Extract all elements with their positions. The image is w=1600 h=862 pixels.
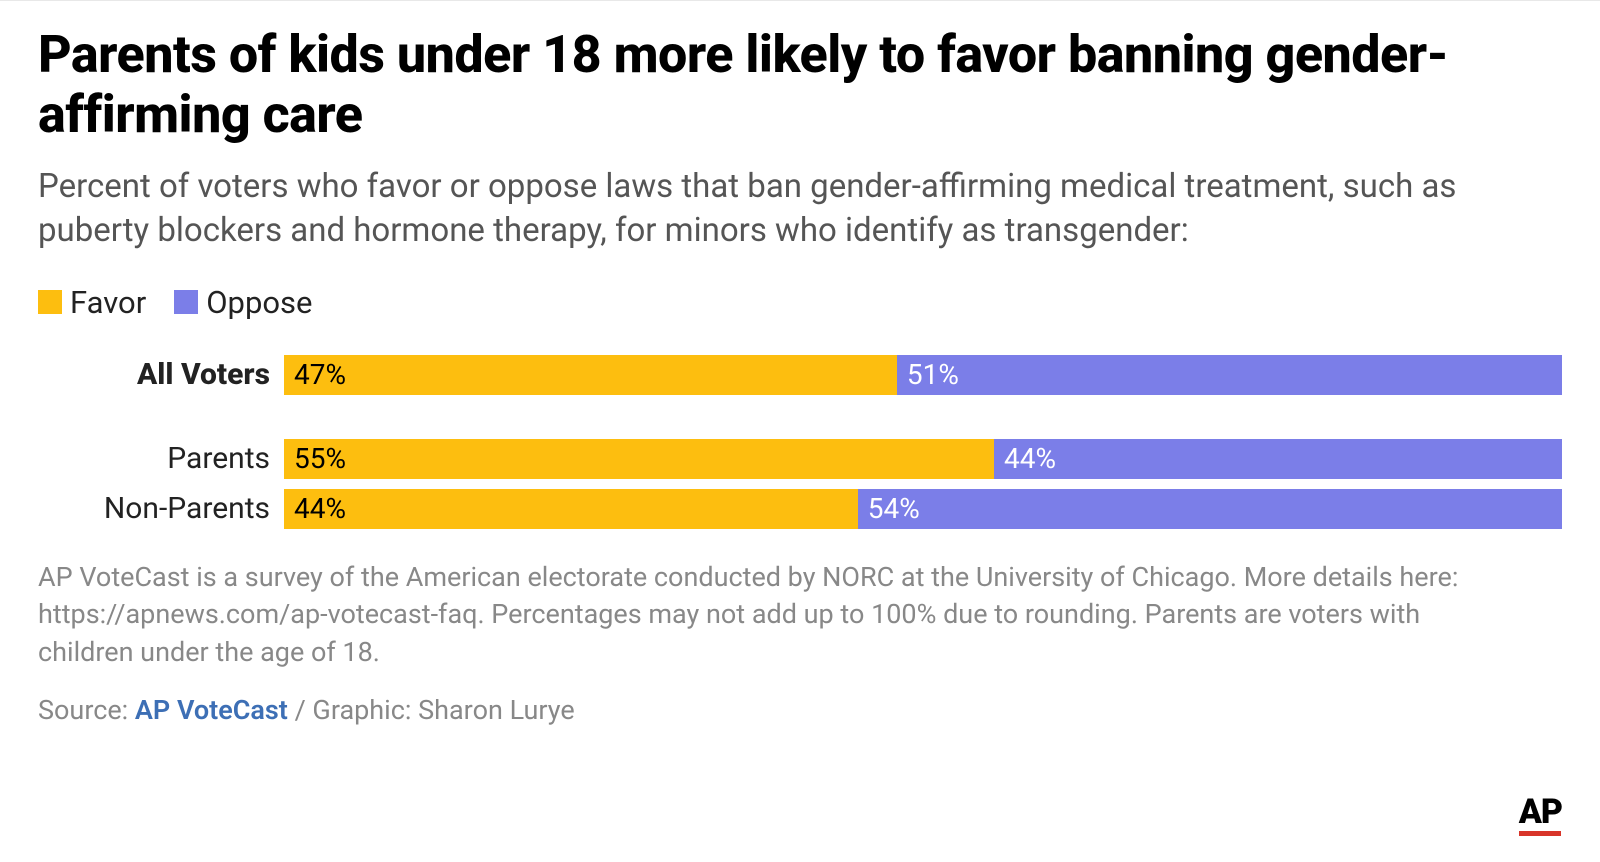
bar-wrap: 47%51% <box>284 355 1562 395</box>
source-link[interactable]: AP VoteCast <box>135 694 288 726</box>
bar-row: All Voters47%51% <box>38 355 1562 395</box>
bar-wrap: 44%54% <box>284 489 1562 529</box>
ap-logo: AP <box>1519 795 1562 836</box>
bar-chart: All Voters47%51%Parents55%44%Non-Parents… <box>38 355 1562 529</box>
bar-segment-oppose: 44% <box>994 439 1562 479</box>
source-prefix: Source: <box>38 694 135 726</box>
bar-segment-favor: 55% <box>284 439 994 479</box>
legend-swatch-oppose <box>174 290 198 314</box>
bar-segment-oppose: 51% <box>897 355 1562 395</box>
bar-segment-favor: 44% <box>284 489 858 529</box>
bar-row-label: Non-Parents <box>38 491 284 526</box>
legend-swatch-favor <box>38 290 62 314</box>
bar-wrap: 55%44% <box>284 439 1562 479</box>
bar-row-label: All Voters <box>38 357 284 392</box>
bar-row: Parents55%44% <box>38 439 1562 479</box>
bar-row: Non-Parents44%54% <box>38 489 1562 529</box>
legend: Favor Oppose <box>38 284 1562 321</box>
source-suffix: / Graphic: Sharon Lurye <box>288 694 575 726</box>
legend-label-oppose: Oppose <box>206 284 312 321</box>
bar-row-label: Parents <box>38 441 284 476</box>
legend-item-favor: Favor <box>38 284 146 321</box>
bar-segment-oppose: 54% <box>858 489 1562 529</box>
chart-subtitle: Percent of voters who favor or oppose la… <box>38 165 1562 254</box>
legend-item-oppose: Oppose <box>174 284 312 321</box>
legend-label-favor: Favor <box>70 284 146 321</box>
chart-container: Parents of kids under 18 more likely to … <box>0 0 1600 862</box>
chart-title: Parents of kids under 18 more likely to … <box>38 25 1562 145</box>
ap-logo-text: AP <box>1519 795 1562 829</box>
footnote: AP VoteCast is a survey of the American … <box>38 559 1498 672</box>
bar-segment-favor: 47% <box>284 355 897 395</box>
source-line: Source: AP VoteCast / Graphic: Sharon Lu… <box>38 694 1562 726</box>
